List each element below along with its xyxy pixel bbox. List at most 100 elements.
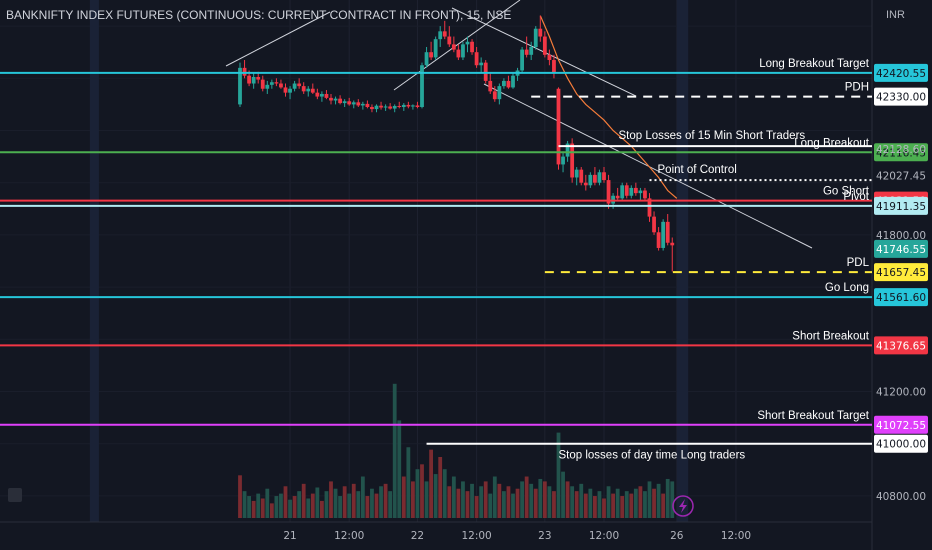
price-tag-text: 41561.60 — [876, 292, 926, 304]
candle — [406, 101, 411, 109]
volume-bar — [602, 498, 606, 518]
candle — [342, 99, 347, 108]
volume-bar — [433, 474, 438, 518]
candle — [370, 104, 374, 113]
candle — [661, 219, 666, 251]
volume-bar — [238, 475, 242, 518]
candle — [438, 26, 443, 47]
candle-body — [656, 232, 661, 248]
candle — [615, 187, 620, 201]
price-tag-bg — [874, 63, 928, 82]
candle-body — [251, 76, 256, 84]
candle — [633, 182, 638, 196]
time-tick-label: 26 — [670, 530, 684, 542]
price-tick-label: 40800.00 — [876, 491, 926, 503]
price-axis[interactable]: 42420.5542330.0042116.4541931.5041911.35… — [874, 63, 928, 503]
price-tag: 41657.45 — [874, 263, 928, 282]
price-tag-text: 41000.00 — [876, 439, 926, 451]
candle — [670, 237, 675, 272]
candle-body — [351, 102, 356, 105]
candle — [279, 79, 283, 89]
candle-body — [370, 107, 374, 110]
level-go-short: Go Short — [0, 186, 872, 202]
candle-body — [597, 172, 602, 183]
volume-bar — [420, 464, 424, 518]
volume-bar — [552, 491, 556, 518]
volume-bar — [265, 488, 270, 518]
candle-body — [529, 46, 534, 55]
candle-body — [238, 67, 242, 105]
level-label: Pivot — [843, 191, 869, 203]
candle — [638, 187, 643, 201]
volume-bar — [392, 383, 397, 518]
volume-bar — [665, 478, 670, 518]
price-tag-bg — [874, 415, 928, 434]
candle — [515, 67, 520, 81]
candle — [529, 41, 534, 61]
candle-body — [388, 106, 393, 109]
volume-bar — [670, 481, 675, 518]
candle-body — [620, 185, 625, 199]
volume-bar — [256, 493, 261, 518]
candle — [579, 167, 584, 186]
candle — [306, 86, 311, 97]
candle-body — [406, 104, 411, 107]
candle — [288, 86, 292, 100]
volume-bar — [301, 483, 306, 518]
candle — [656, 227, 661, 251]
volume-bar — [611, 493, 615, 518]
candle-body — [556, 88, 561, 165]
candle-body — [320, 93, 324, 97]
candle — [602, 167, 606, 183]
time-axis[interactable]: 21 12:00 22 12:00 23 12:00 26 12:00 — [8, 488, 751, 542]
candle-body — [301, 86, 306, 92]
candle — [520, 46, 524, 74]
candle-body — [574, 169, 579, 178]
moving-average — [539, 15, 678, 199]
candle — [552, 54, 556, 79]
volume-bar — [269, 503, 274, 518]
candle-body — [483, 62, 488, 81]
volume-bar — [456, 488, 461, 518]
candle — [488, 73, 493, 94]
candle-body — [379, 105, 383, 108]
candle — [570, 138, 575, 183]
candle — [561, 151, 565, 173]
lightning-bolt — [679, 499, 687, 513]
volume-bar — [661, 493, 666, 518]
candle-body — [665, 221, 670, 243]
candle — [260, 75, 265, 92]
trendline — [393, 0, 521, 91]
candle-body — [433, 39, 438, 58]
volume-bar — [247, 496, 251, 518]
time-tick-label: 21 — [283, 530, 296, 542]
candle — [497, 83, 502, 105]
candle — [474, 46, 479, 68]
volume-bar — [588, 488, 593, 518]
volume-bar — [438, 457, 443, 518]
annotation: Stop losses of day time Long traders — [559, 450, 746, 462]
volume-bar — [520, 481, 524, 518]
annotation-text: Stop Losses of 15 Min Short Traders — [619, 130, 806, 142]
candle-body — [602, 172, 606, 181]
candle — [401, 103, 406, 111]
price-tag: 42330.00 — [874, 87, 928, 106]
logo-bg — [8, 488, 22, 502]
level-label: Long Breakout Target — [759, 58, 870, 70]
volume-bar — [583, 493, 588, 518]
level-short-breakout: Short Breakout — [0, 330, 872, 347]
candle — [533, 26, 538, 50]
level-pdh: PDH — [531, 82, 872, 98]
candle — [442, 20, 447, 40]
annotation: Stop Losses of 15 Min Short Traders — [558, 130, 872, 148]
candle-body — [365, 103, 370, 108]
level-label: Go Long — [825, 282, 869, 294]
candle — [447, 26, 452, 47]
volume-bar — [643, 491, 647, 518]
volume-bar — [565, 481, 570, 518]
candle — [297, 78, 302, 89]
volume-bar — [542, 481, 547, 518]
volume-bar — [574, 491, 579, 518]
candle — [665, 214, 670, 246]
